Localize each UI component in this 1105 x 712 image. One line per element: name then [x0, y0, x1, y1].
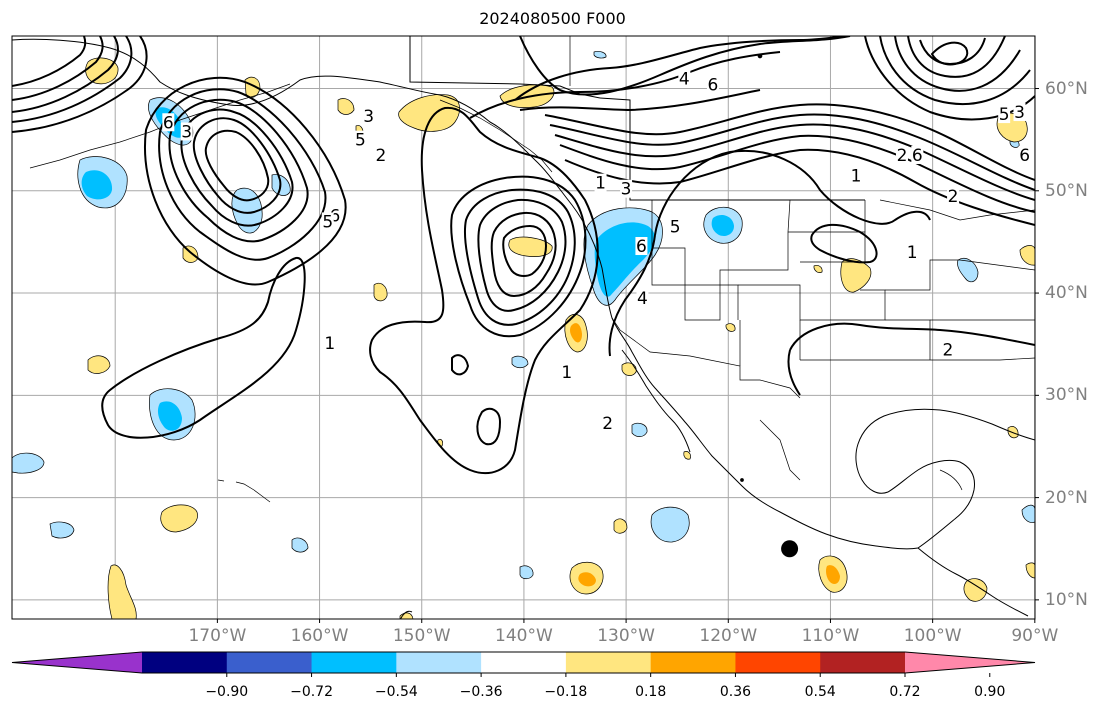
contour-label: 5 — [1050, 115, 1061, 135]
contour-label-gap — [1049, 115, 1061, 133]
contour-label: 1 — [324, 334, 335, 354]
contour-label: 2 — [943, 340, 954, 360]
contour-label-gap — [941, 340, 954, 359]
colorbar-swatch — [311, 652, 397, 673]
contour-label-gap — [635, 237, 648, 256]
contour-label: 4 — [679, 69, 690, 89]
contour-label: 6 — [636, 237, 647, 257]
contour-label: 3 — [181, 122, 192, 142]
political-borders — [569, 36, 1035, 491]
contour-label-gap — [594, 173, 607, 192]
lat-label: 40°N — [1045, 283, 1088, 304]
contour-label-gap — [678, 69, 691, 88]
contour-label-gap — [669, 217, 682, 236]
lat-label: 50°N — [1045, 180, 1088, 201]
contour-label: 1 — [595, 174, 606, 194]
shaded-anomalies — [12, 51, 1035, 619]
lon-label: 100°W — [903, 626, 962, 646]
colorbar-label: −0.90 — [205, 684, 249, 700]
colorbar-label: −0.54 — [374, 684, 418, 700]
lon-label: 170°W — [188, 626, 247, 646]
contour-label-gap — [1013, 103, 1026, 122]
contour-label-gap — [601, 413, 614, 432]
contour-label: 6 — [329, 206, 340, 226]
colorbar-swatch — [565, 652, 652, 673]
lon-label: 120°W — [699, 626, 758, 646]
lon-label: 150°W — [392, 626, 451, 646]
contour-label: 3 — [621, 180, 632, 200]
contour-label: 6 — [708, 75, 719, 95]
contour-label-gap — [362, 107, 375, 126]
height-contours — [12, 36, 1035, 475]
contour-label: 3 — [1014, 103, 1025, 123]
contour-label-gap — [162, 113, 175, 132]
colorbar-label: −0.72 — [290, 684, 333, 700]
contour-label-gap — [354, 130, 367, 149]
colorbar-extend-high — [905, 652, 1035, 673]
lon-label: 90°W — [1011, 626, 1059, 646]
contour-label: 1 — [561, 363, 572, 383]
contour-label: 2 — [602, 414, 613, 434]
contour-label-gap — [895, 145, 908, 164]
colorbar-label: 0.90 — [974, 684, 1006, 700]
lat-label: 30°N — [1045, 385, 1088, 406]
contour-label-gap — [850, 166, 863, 185]
lat-label: 60°N — [1045, 78, 1088, 99]
contour-label: 4 — [637, 289, 648, 309]
contour-label-gap — [180, 122, 193, 141]
lon-label: 140°W — [495, 626, 553, 646]
colorbar-outline — [11, 651, 1036, 674]
contour-label: 5 — [355, 131, 366, 151]
colorbar-swatch — [650, 652, 736, 673]
lon-label: 130°W — [597, 626, 655, 646]
colorbar-swatch — [481, 652, 567, 673]
lat-label: 10°N — [1045, 589, 1088, 610]
colorbar-swatch — [226, 652, 313, 673]
contour-label-gap — [906, 243, 919, 262]
contour-label-gap — [911, 145, 924, 164]
contour-label-gap — [620, 179, 633, 198]
contour-label: 1 — [851, 166, 862, 186]
lon-label: 160°W — [290, 626, 349, 646]
colorbar-label: 0.36 — [719, 684, 752, 700]
contour-label: 5 — [670, 218, 681, 238]
contour-label: 5 — [999, 105, 1010, 125]
colorbar-label: −0.18 — [544, 684, 588, 700]
contour-label-gap — [321, 212, 334, 231]
axis-ticks — [216, 88, 1039, 623]
contour-label: 6 — [912, 146, 923, 166]
contour-label-gap — [706, 75, 719, 94]
contour-label: 6 — [163, 113, 174, 133]
lat-label: 20°N — [1045, 487, 1088, 508]
colorbar-label: 0.18 — [635, 684, 667, 700]
colorbar-swatch — [820, 652, 906, 673]
contour-label: 3 — [363, 107, 374, 127]
contour-label: 5 — [322, 212, 333, 232]
contour-label-gap — [1018, 145, 1031, 164]
map-title: 2024080500 F000 — [479, 9, 626, 28]
contour-label: 2 — [375, 146, 386, 166]
contour-label-gap — [636, 289, 649, 308]
contour-label: 2 — [897, 146, 908, 166]
colorbar-label: 0.54 — [804, 684, 836, 700]
colorbar-label: 0.72 — [889, 684, 921, 700]
contour-label-gap — [323, 334, 336, 353]
contour-label-gap — [998, 105, 1011, 124]
contour-label-gap — [947, 186, 960, 205]
lon-label: 110°W — [801, 626, 860, 646]
contour-label: 6 — [1019, 146, 1030, 166]
contour-label-gap — [560, 362, 573, 381]
colorbar-swatch — [735, 652, 821, 673]
colorbar-extend-low — [12, 652, 142, 673]
colorbar — [11, 651, 1036, 677]
storm-marker — [781, 540, 799, 558]
contour-label: 2 — [948, 187, 959, 207]
contour-label-gap — [374, 145, 387, 164]
colorbar-swatch — [396, 652, 482, 673]
colorbar-label: −0.36 — [459, 684, 503, 700]
colorbar-swatch — [142, 652, 228, 673]
contour-label: 1 — [907, 243, 918, 263]
